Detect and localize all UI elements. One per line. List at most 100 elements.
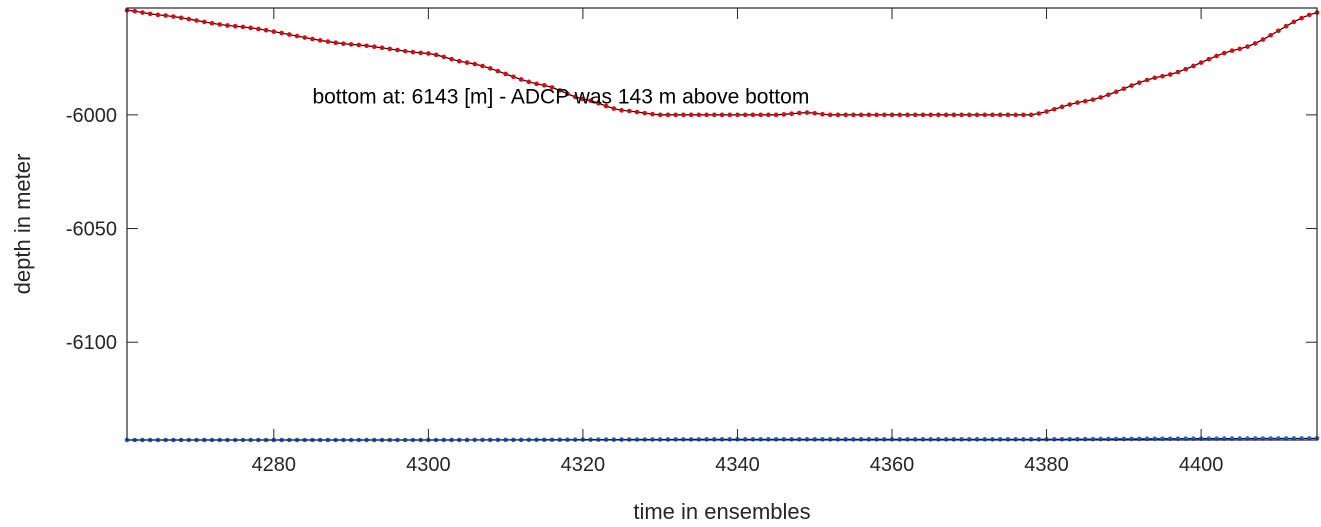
surface-profile-point (201, 19, 207, 25)
surface-profile-point (735, 112, 740, 118)
surface-profile-point (1075, 100, 1080, 105)
surface-profile-point (163, 13, 168, 18)
surface-profile-point (974, 112, 980, 118)
surface-profile-point (588, 98, 593, 103)
surface-profile-point (673, 112, 678, 118)
surface-profile-point (456, 58, 462, 64)
surface-profile-point (750, 112, 756, 118)
surface-profile-point (286, 32, 292, 37)
surface-profile-point (487, 66, 493, 71)
surface-profile-point (480, 63, 485, 69)
surface-profile-point (928, 112, 933, 118)
surface-profile-point (1090, 97, 1096, 102)
surface-profile-point (657, 112, 663, 118)
x-tick-label: 4320 (561, 454, 606, 476)
surface-profile-point (1221, 50, 1227, 56)
surface-profile-point (240, 24, 246, 30)
bottom-profile-point (928, 437, 933, 442)
surface-profile-point (209, 20, 215, 26)
bottom-profile-point (959, 437, 964, 442)
surface-profile-point (1160, 73, 1165, 79)
surface-profile-point (889, 112, 895, 118)
surface-profile-point (997, 112, 1003, 118)
surface-profile-point (1198, 60, 1204, 65)
surface-profile-point (951, 112, 957, 118)
bottom-profile-point (804, 437, 810, 442)
surface-profile-point (1214, 53, 1219, 59)
bottom-profile-point (1051, 437, 1057, 442)
bottom-profile-point (920, 437, 926, 442)
bottom-profile-point (835, 437, 841, 442)
surface-profile-point (1268, 32, 1273, 38)
surface-profile-point (1028, 112, 1034, 118)
surface-profile-point (681, 112, 686, 118)
surface-profile-point (1067, 102, 1073, 107)
bottom-profile-point (905, 437, 910, 442)
surface-profile-point (1299, 15, 1304, 21)
surface-profile-point (943, 112, 949, 118)
surface-profile-point (1036, 111, 1042, 116)
bottom-profile-point (719, 437, 725, 442)
surface-profile-point (804, 110, 810, 115)
surface-profile-point (866, 112, 872, 118)
surface-profile-point (966, 112, 972, 118)
surface-profile-point (634, 109, 640, 115)
surface-profile-point (364, 43, 369, 49)
bottom-profile-point (1005, 437, 1011, 442)
surface-profile-point (140, 10, 145, 15)
surface-profile-point (1237, 46, 1243, 52)
surface-profile-point (619, 108, 624, 113)
surface-profile-point (294, 33, 300, 39)
surface-profile-series (124, 7, 1320, 118)
surface-profile-point (441, 54, 447, 60)
surface-profile-point (1082, 98, 1088, 104)
bottom-profile-point (766, 437, 771, 442)
surface-profile-point (279, 30, 284, 36)
surface-profile-point (827, 112, 833, 118)
bottom-profile-point (727, 437, 733, 442)
bottom-profile-point (773, 437, 779, 442)
surface-profile-point (1206, 56, 1212, 62)
bottom-profile-point (1059, 436, 1065, 442)
surface-profile-point (1252, 41, 1258, 46)
surface-profile-point (356, 42, 362, 48)
surface-profile-point (626, 108, 632, 114)
surface-profile-point (603, 103, 609, 109)
surface-profile-point (1152, 75, 1158, 81)
bottom-profile-point (781, 437, 787, 442)
surface-profile-point (820, 111, 825, 117)
surface-profile-point (379, 45, 385, 51)
surface-profile-point (402, 48, 408, 54)
bottom-profile-point (1113, 436, 1119, 442)
bottom-annotation: bottom at: 6143 [m] - ADCP was 143 m abo… (312, 86, 809, 109)
surface-profile-point (1051, 106, 1057, 112)
surface-profile-point (835, 112, 841, 118)
axes-layer (126, 7, 1318, 441)
surface-profile-point (1059, 104, 1065, 110)
surface-profile-point (449, 56, 454, 62)
surface-profile-point (1106, 92, 1111, 98)
surface-profile-point (225, 23, 230, 28)
ticks-layer: 4280 4300 4320 4340 4360 4380 4400 -6000 -6050 -6… (66, 8, 1317, 476)
surface-profile-point (920, 112, 926, 118)
surface-profile-point (1021, 112, 1026, 118)
bottom-profile-point (1028, 437, 1034, 442)
surface-profile-point (410, 49, 416, 55)
surface-profile-point (982, 112, 988, 118)
y-axis-label: depth in meter (10, 154, 35, 295)
bottom-profile-point (866, 437, 872, 442)
surface-profile-point (1098, 95, 1103, 100)
surface-profile-point (549, 85, 555, 90)
surface-profile-point (194, 18, 199, 23)
surface-profile-point (688, 112, 694, 118)
plot-frame (126, 7, 1318, 441)
surface-profile-point (696, 112, 702, 118)
surface-profile-point (317, 38, 323, 43)
surface-profile-point (418, 50, 423, 56)
bottom-profile-point (951, 437, 957, 442)
surface-profile-point (310, 36, 315, 42)
surface-profile-point (155, 12, 161, 18)
surface-profile-point (1175, 69, 1181, 75)
y-tick-label: -6100 (66, 332, 117, 354)
surface-profile-point (433, 52, 439, 58)
